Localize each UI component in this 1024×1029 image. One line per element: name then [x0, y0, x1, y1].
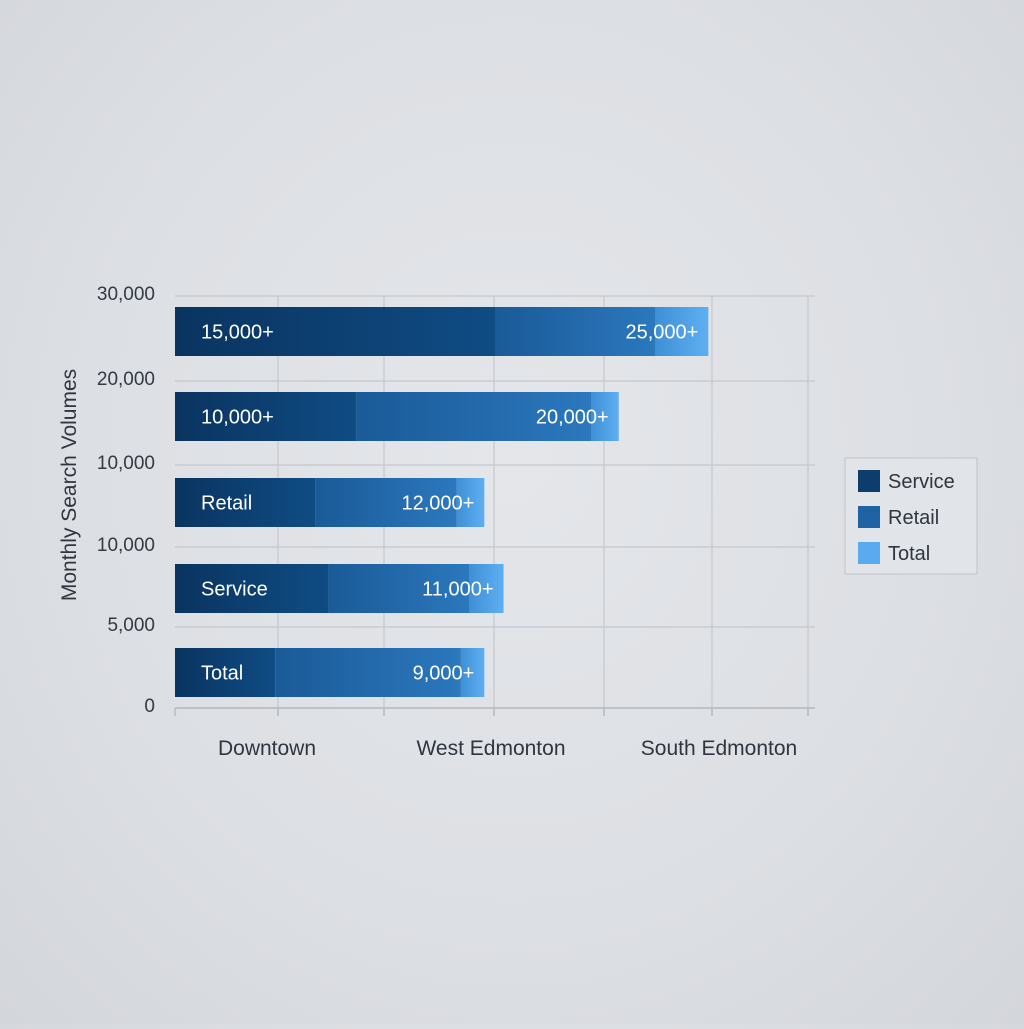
bar-group: Service 11,000+ — [175, 564, 504, 613]
y-tick-label: 30,000 — [97, 284, 155, 305]
bar-segment-total — [655, 307, 709, 356]
y-axis-title: Monthly Search Volumes — [58, 369, 81, 601]
legend-label-service: Service — [888, 471, 955, 493]
y-tick-label: 10,000 — [97, 535, 155, 556]
y-tick-label: 10,000 — [97, 453, 155, 474]
bar-group: 15,000+ 25,000+ — [175, 307, 709, 356]
bar-segment-total — [456, 478, 485, 527]
bar-segment-service — [175, 307, 495, 356]
y-tick-label: 0 — [144, 696, 155, 717]
bar-segment-service — [175, 564, 329, 613]
bar-group: Total 9,000+ — [175, 648, 485, 697]
legend-swatch-service — [858, 470, 880, 492]
bar-segment-service — [175, 478, 316, 527]
bar-group: 10,000+ 20,000+ — [175, 392, 619, 441]
x-tick-label: South Edmonton — [641, 737, 797, 760]
y-tick-label: 5,000 — [107, 615, 155, 636]
x-tick-label: Downtown — [218, 737, 316, 760]
bar-segment-service — [175, 648, 276, 697]
bars: 15,000+ 25,000+ 10,000+ 20,000+ Retail 12,000… — [175, 307, 709, 697]
legend-label-total: Total — [888, 543, 930, 565]
bar-group: Retail 12,000+ — [175, 478, 485, 527]
bar-segment-total — [469, 564, 504, 613]
bar-label-left: Retail — [201, 493, 252, 515]
bar-segment-retail — [315, 478, 457, 527]
axes: 30,000 20,000 10,000 10,000 5,000 0 Downtown We… — [97, 284, 815, 760]
x-tick-label: West Edmonton — [416, 737, 565, 760]
bar-segment-retail — [356, 392, 591, 441]
bar-label-left: 10,000+ — [201, 407, 274, 429]
bar-segment-service — [175, 392, 357, 441]
bar-label-right: 25,000+ — [625, 322, 698, 344]
bar-label-left: Service — [201, 579, 268, 601]
bar-label-right: 12,000+ — [401, 493, 474, 515]
bar-segment-retail — [275, 648, 461, 697]
bar-label-left: 15,000+ — [201, 322, 274, 344]
legend-swatch-total — [858, 542, 880, 564]
bar-segment-total — [591, 392, 619, 441]
y-tick-label: 20,000 — [97, 369, 155, 390]
legend: Service Retail Total — [844, 457, 978, 575]
bar-label-right: 11,000+ — [422, 579, 493, 601]
bar-label-left: Total — [201, 663, 243, 685]
bar-segment-retail — [495, 307, 655, 356]
legend-swatch-retail — [858, 506, 880, 528]
bar-label-right: 20,000+ — [536, 407, 609, 429]
legend-label-retail: Retail — [888, 507, 939, 529]
bar-label-right: 9,000+ — [413, 663, 475, 685]
bar-segment-total — [460, 648, 485, 697]
bar-segment-retail — [328, 564, 470, 613]
